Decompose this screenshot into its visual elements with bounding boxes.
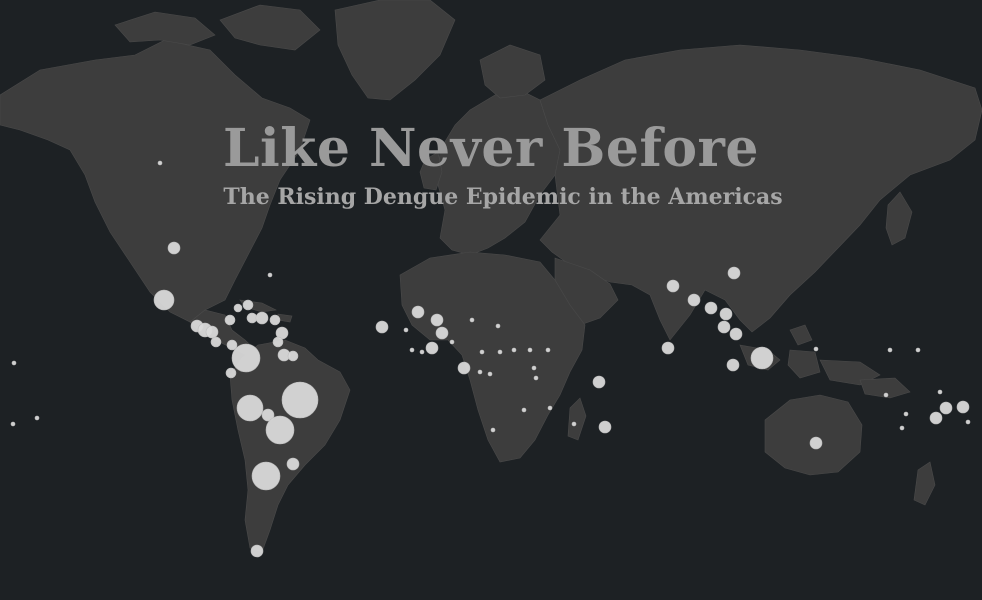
dengue-marker[interactable] [717, 320, 731, 334]
dengue-marker[interactable] [915, 347, 921, 353]
dengue-marker[interactable] [250, 544, 264, 558]
british-isles [419, 151, 443, 191]
dengue-marker[interactable] [479, 349, 485, 355]
north-america-landmass [0, 39, 311, 323]
dengue-marker[interactable] [435, 326, 449, 340]
madagascar [567, 397, 587, 441]
page-subtitle: The Rising Dengue Epidemic in the Americ… [223, 184, 783, 210]
southeast-asia-islands [739, 324, 881, 386]
dengue-marker[interactable] [205, 325, 219, 339]
dengue-marker[interactable] [267, 272, 273, 278]
dengue-marker[interactable] [225, 367, 237, 379]
dengue-marker[interactable] [490, 427, 496, 433]
dengue-marker[interactable] [430, 313, 444, 327]
dengue-marker[interactable] [34, 415, 40, 421]
dengue-marker[interactable] [224, 314, 236, 326]
dengue-marker[interactable] [11, 360, 17, 366]
dengue-marker[interactable] [726, 358, 740, 372]
dengue-marker[interactable] [269, 314, 281, 326]
dengue-marker[interactable] [903, 411, 909, 417]
dengue-marker[interactable] [939, 401, 953, 415]
dengue-marker[interactable] [719, 307, 733, 321]
dengue-marker[interactable] [226, 339, 238, 351]
dengue-marker[interactable] [157, 160, 163, 166]
dengue-marker[interactable] [511, 347, 517, 353]
dengue-marker[interactable] [419, 349, 425, 355]
dengue-marker[interactable] [281, 381, 319, 419]
dengue-marker[interactable] [661, 341, 675, 355]
new-guinea [859, 377, 911, 399]
japan-islands [885, 191, 913, 246]
dengue-marker[interactable] [497, 349, 503, 355]
dengue-marker[interactable] [809, 436, 823, 450]
dengue-marker[interactable] [246, 312, 258, 324]
dengue-marker[interactable] [687, 293, 701, 307]
europe-landmass [437, 89, 561, 256]
dengue-marker[interactable] [167, 241, 181, 255]
dengue-marker[interactable] [899, 425, 905, 431]
dengue-marker[interactable] [403, 327, 409, 333]
dengue-marker[interactable] [666, 279, 680, 293]
dengue-marker[interactable] [409, 347, 415, 353]
dengue-marker[interactable] [251, 461, 281, 491]
dengue-marker[interactable] [449, 339, 455, 345]
greenland-landmass [334, 0, 456, 101]
dengue-marker[interactable] [571, 421, 577, 427]
dengue-marker[interactable] [547, 405, 553, 411]
dengue-marker[interactable] [495, 323, 501, 329]
africa-landmass [399, 251, 586, 463]
asia-landmass [539, 44, 982, 341]
dengue-marker[interactable] [956, 400, 970, 414]
dengue-marker[interactable] [487, 371, 493, 377]
south-america-landmass [229, 339, 351, 553]
dengue-marker[interactable] [236, 394, 264, 422]
dengue-marker[interactable] [210, 336, 222, 348]
dengue-case-markers [10, 160, 971, 558]
dengue-marker[interactable] [965, 419, 971, 425]
dengue-marker[interactable] [287, 350, 299, 362]
dengue-marker[interactable] [233, 303, 243, 313]
dengue-marker[interactable] [425, 341, 439, 355]
dengue-marker[interactable] [255, 311, 269, 325]
dengue-marker[interactable] [533, 375, 539, 381]
dengue-marker[interactable] [750, 346, 774, 370]
dengue-marker[interactable] [729, 327, 743, 341]
dengue-marker[interactable] [265, 415, 295, 445]
page-title: Like Never Before [222, 118, 759, 179]
dengue-marker[interactable] [598, 420, 612, 434]
dengue-marker[interactable] [929, 411, 943, 425]
dengue-marker[interactable] [457, 361, 471, 375]
dengue-marker[interactable] [887, 347, 893, 353]
dengue-marker[interactable] [592, 375, 606, 389]
dengue-marker[interactable] [531, 365, 537, 371]
dengue-marker[interactable] [375, 320, 389, 334]
dengue-marker[interactable] [527, 347, 533, 353]
dengue-marker[interactable] [813, 346, 819, 352]
dengue-marker[interactable] [153, 289, 175, 311]
dengue-marker[interactable] [883, 392, 889, 398]
dengue-marker[interactable] [704, 301, 718, 315]
dengue-marker[interactable] [521, 407, 527, 413]
dengue-marker[interactable] [411, 305, 425, 319]
new-zealand [913, 461, 936, 506]
australia-landmass [764, 394, 863, 476]
dengue-marker[interactable] [545, 347, 551, 353]
dengue-marker[interactable] [469, 317, 475, 323]
dengue-marker[interactable] [242, 299, 254, 311]
scandinavia [479, 44, 546, 99]
dengue-marker[interactable] [261, 408, 275, 422]
dengue-marker[interactable] [231, 343, 261, 373]
dengue-marker[interactable] [727, 266, 741, 280]
dengue-marker[interactable] [10, 421, 16, 427]
dengue-marker[interactable] [286, 457, 300, 471]
dengue-marker[interactable] [937, 389, 943, 395]
arctic-islands [114, 4, 321, 51]
dengue-marker[interactable] [477, 369, 483, 375]
dengue-marker[interactable] [272, 336, 284, 348]
